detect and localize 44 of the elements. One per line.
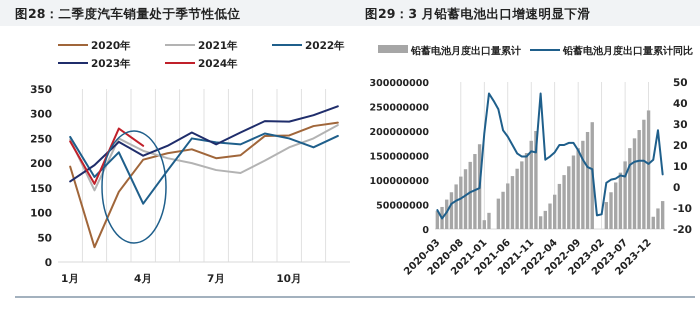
y-tick-label: 250000000 (370, 102, 430, 114)
legend-label: 2022年 (305, 39, 346, 52)
legend-label: 2021年 (198, 39, 238, 52)
x-tick-label: 4月 (134, 273, 152, 285)
y2-tick-label: 0 (673, 182, 680, 194)
legend-label: 2023年 (91, 57, 132, 70)
y-tick-label: 200000000 (370, 127, 430, 138)
y-tick-label: 250 (30, 133, 52, 146)
y-tick-label: 50 (37, 232, 52, 244)
y-tick-label: 150 (30, 182, 52, 195)
y-tick-label: 100000000 (370, 176, 430, 187)
y-tick-label: 350 (30, 84, 52, 96)
y2-tick-label: 20 (673, 140, 688, 152)
line-series (69, 132, 339, 205)
x-tick-label: 1月 (61, 273, 80, 285)
line-series (69, 128, 144, 185)
y-tick-label: 50000000 (376, 200, 430, 212)
x-tick-label: 10月 (276, 273, 302, 285)
y-tick-label: 200 (30, 158, 52, 170)
x-tick-label: 7月 (207, 273, 226, 285)
bar (436, 210, 440, 229)
y-tick-label: 0 (44, 257, 52, 269)
chart-title: 图29：3 月铅蓄电池出口增速明显下滑 (365, 6, 590, 21)
y-tick-label: 300000000 (370, 78, 430, 89)
line-series (436, 92, 664, 220)
y-tick-label: 300 (30, 108, 52, 121)
y-tick-label: 100 (30, 208, 52, 220)
y-tick-label: 0 (422, 225, 430, 236)
line-series (69, 124, 339, 192)
y2-tick-label: 50 (673, 77, 688, 89)
legend-label: 铅蓄电池月度出口量累计同比 (562, 45, 693, 57)
line-series (69, 105, 339, 182)
legend-label: 2020年 (91, 39, 132, 52)
y2-tick-label: 10 (673, 161, 688, 173)
chart-title: 图28：二季度汽车销量处于季节性低位 (15, 6, 240, 21)
legend-label: 2024年 (198, 57, 238, 70)
legend-label: 铅蓄电池月度出口量累计 (410, 45, 521, 57)
y2-tick-label: 40 (673, 98, 688, 110)
y2-tick-label: -10 (673, 203, 692, 215)
y2-tick-label: -20 (673, 224, 692, 236)
line-series (69, 122, 339, 248)
bar (660, 201, 664, 229)
y-tick-label: 150000000 (370, 152, 430, 162)
y2-tick-label: 30 (673, 119, 688, 131)
